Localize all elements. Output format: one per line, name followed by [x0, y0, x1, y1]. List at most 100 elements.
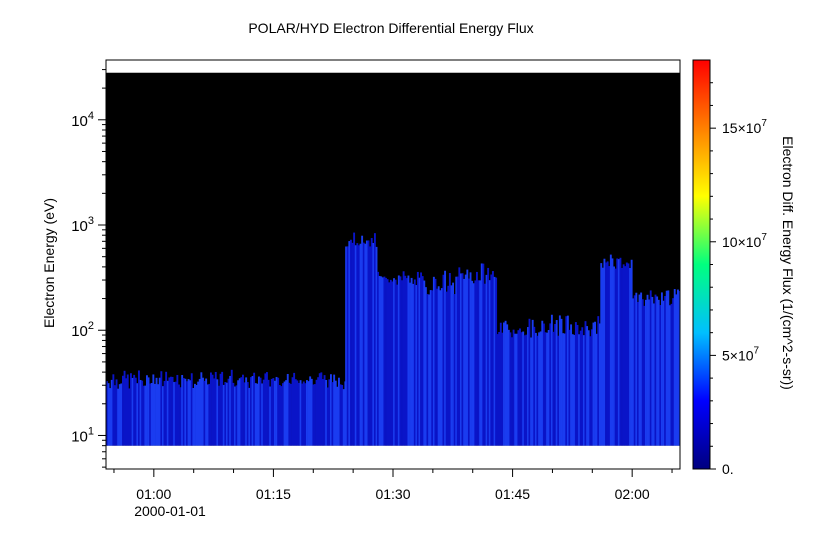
flux-column: [450, 285, 453, 446]
flux-column: [195, 384, 198, 446]
colorbar-tick-label: 0.: [722, 461, 734, 477]
flux-column: [625, 262, 628, 446]
flux-column: [213, 378, 216, 446]
flux-column: [197, 381, 200, 446]
flux-segment: [496, 320, 529, 446]
flux-column: [170, 376, 172, 446]
flux-column: [380, 276, 383, 446]
flux-column: [646, 294, 649, 446]
flux-column: [120, 383, 123, 446]
flux-column: [142, 385, 145, 446]
flux-column: [154, 383, 156, 446]
flux-column: [503, 322, 505, 446]
flux-column: [133, 374, 136, 446]
flux-column: [622, 264, 625, 446]
flux-column: [171, 376, 174, 446]
flux-column: [182, 377, 185, 446]
flux-column: [291, 377, 294, 446]
flux-column: [238, 378, 241, 446]
flux-column: [498, 331, 501, 446]
flux-column: [584, 321, 587, 446]
flux-column: [219, 373, 222, 446]
flux-column: [122, 375, 124, 446]
flux-column: [485, 274, 488, 446]
flux-column: [563, 333, 566, 446]
flux-column: [208, 383, 211, 446]
flux-column: [635, 292, 638, 446]
flux-column: [356, 243, 359, 446]
flux-column: [641, 299, 644, 446]
flux-column: [496, 334, 499, 446]
flux-column: [397, 275, 400, 446]
flux-column: [672, 298, 675, 446]
flux-column: [274, 380, 276, 446]
flux-column: [251, 375, 254, 446]
flux-column: [399, 276, 402, 446]
flux-column: [378, 275, 381, 446]
flux-column: [418, 277, 421, 446]
flux-column: [643, 305, 646, 446]
flux-column: [320, 372, 323, 446]
flux-segment: [632, 289, 681, 446]
flux-column: [595, 333, 598, 446]
flux-column: [520, 332, 523, 446]
flux-column: [147, 377, 150, 446]
flux-column: [150, 383, 153, 446]
flux-column: [385, 277, 387, 446]
flux-column: [601, 267, 604, 446]
flux-column: [299, 380, 302, 446]
flux-column: [597, 316, 600, 446]
flux-column: [267, 379, 270, 446]
flux-column: [362, 242, 365, 446]
flux-column: [396, 284, 399, 446]
flux-column: [232, 382, 235, 446]
flux-column: [218, 385, 220, 446]
flux-segment: [345, 232, 378, 446]
flux-column: [115, 379, 118, 446]
flux-column: [517, 330, 520, 446]
flux-column: [184, 378, 187, 446]
flux-column: [416, 271, 419, 446]
flux-column: [361, 235, 364, 446]
colorbar-label: Electron Diff. Energy Flux (1/(cm^2-s-sr…: [780, 136, 796, 390]
flux-column: [160, 371, 163, 446]
flux-column: [349, 239, 352, 446]
flux-column: [250, 377, 252, 446]
flux-column: [654, 294, 657, 446]
flux-column: [342, 389, 345, 446]
flux-column: [190, 373, 193, 446]
flux-column: [522, 331, 525, 446]
flux-column: [114, 385, 116, 446]
flux-column: [394, 279, 397, 446]
flux-column: [383, 276, 386, 446]
flux-column: [323, 375, 326, 446]
flux-column: [549, 323, 552, 446]
flux-column: [162, 386, 164, 446]
flux-column: [491, 271, 494, 446]
flux-column: [386, 279, 389, 446]
flux-column: [633, 295, 636, 446]
flux-segment: [528, 314, 601, 446]
flux-column: [117, 388, 120, 446]
flux-column: [493, 276, 496, 446]
flux-column: [426, 294, 429, 446]
flux-column: [227, 378, 230, 446]
flux-column: [423, 280, 426, 446]
flux-column: [624, 266, 627, 446]
flux-column: [393, 278, 395, 446]
flux-column: [455, 276, 458, 446]
flux-column: [296, 380, 299, 446]
flux-column: [409, 282, 411, 446]
flux-column: [477, 280, 480, 446]
flux-column: [499, 322, 502, 446]
flux-column: [565, 316, 568, 446]
flux-column: [312, 384, 315, 446]
x-tick-label: 02:00: [615, 486, 650, 502]
flux-column: [459, 273, 462, 446]
flux-column: [598, 323, 601, 446]
flux-column: [222, 384, 225, 446]
flux-column: [507, 329, 510, 446]
flux-column: [259, 377, 262, 446]
flux-column: [660, 292, 663, 446]
